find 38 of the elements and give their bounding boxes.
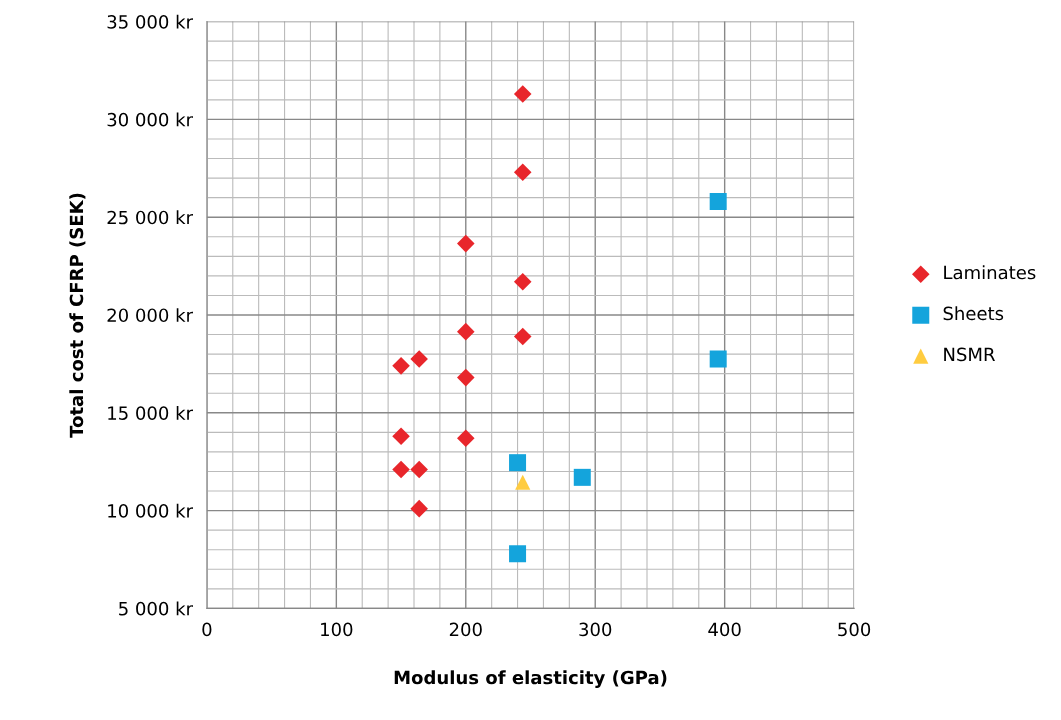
x-tick-label: 200 xyxy=(449,622,482,637)
point xyxy=(573,468,591,486)
legend-label: NSMR xyxy=(944,347,996,362)
y-tick-label: 20 000 kr xyxy=(107,308,194,323)
point xyxy=(513,272,532,291)
point xyxy=(513,85,532,103)
point xyxy=(457,322,475,341)
x-tick-label: 500 xyxy=(838,622,871,637)
point xyxy=(410,350,428,368)
y-tick-label: 5 000 kr xyxy=(119,601,194,616)
legend-label: Sheets xyxy=(943,306,1004,321)
point xyxy=(392,427,410,446)
x-axis-title: Modulus of elasticity (GPa) xyxy=(394,670,667,688)
point xyxy=(509,545,527,563)
point xyxy=(457,234,475,253)
point xyxy=(513,163,532,181)
point xyxy=(509,454,527,472)
y-tick-label: 35 000 kr xyxy=(107,14,194,29)
y-axis-title: Total cost of CFRP (SEK) xyxy=(69,193,86,438)
point xyxy=(410,460,428,479)
x-tick-label: 100 xyxy=(321,622,353,637)
y-tick-label: 10 000 kr xyxy=(108,503,194,518)
x-tick-label: 300 xyxy=(579,622,612,637)
point xyxy=(457,429,475,448)
y-tick-label: 15 000 kr xyxy=(108,405,194,420)
point xyxy=(709,193,727,211)
point xyxy=(515,474,531,490)
x-tick-label: 0 xyxy=(202,622,212,637)
point xyxy=(457,368,475,387)
point xyxy=(513,327,532,346)
point xyxy=(392,357,410,375)
x-tick-label: 400 xyxy=(708,622,741,637)
point xyxy=(392,460,410,479)
point xyxy=(410,499,428,518)
legend-label: Laminates xyxy=(944,265,1036,280)
y-tick-label: 25 000 kr xyxy=(107,210,194,225)
point xyxy=(709,350,727,368)
y-tick-label: 30 000 kr xyxy=(107,112,194,127)
